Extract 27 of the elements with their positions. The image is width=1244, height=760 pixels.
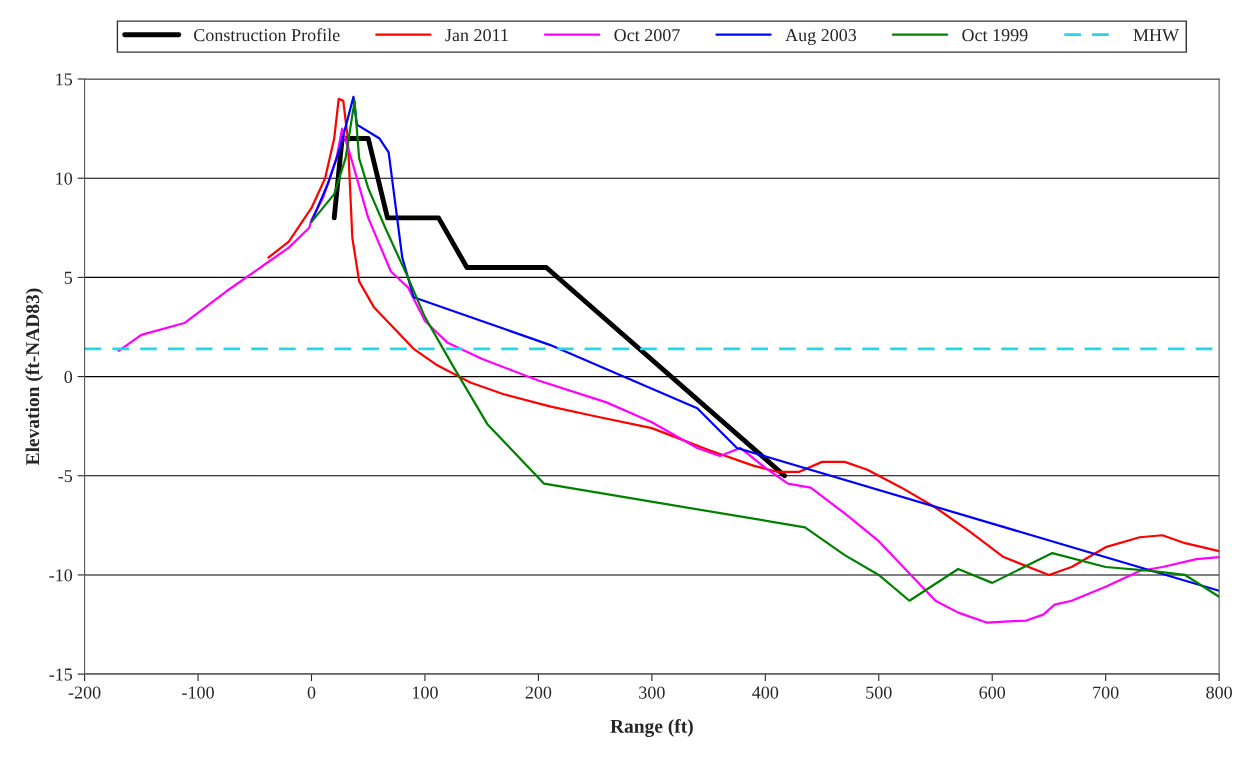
x-tick-label: 0 (307, 686, 316, 699)
x-tick-label: 800 (1206, 686, 1232, 699)
y-tick-label: -10 (49, 569, 73, 582)
legend-label: Construction Profile (194, 28, 340, 42)
legend-label: Aug 2003 (785, 29, 857, 45)
legend-label: Oct 1999 (962, 29, 1028, 42)
x-tick-label: 500 (866, 686, 892, 699)
legend-label: Oct 2007 (614, 29, 680, 42)
x-tick-label: -100 (182, 686, 214, 699)
legend-label: MHW (1133, 29, 1180, 42)
x-tick-label: 300 (639, 686, 665, 699)
line-series (117, 127, 1220, 624)
y-axis-title: Elevation (ft-NAD83) (25, 288, 44, 466)
y-tick-label: -15 (49, 668, 73, 681)
legend-label: Jan 2011 (445, 29, 508, 42)
x-tick-label: 100 (413, 686, 438, 699)
x-tick-label: -200 (68, 686, 101, 699)
y-tick-label: 15 (56, 73, 73, 86)
x-tick-label: 700 (1093, 686, 1119, 699)
x-tick-label: 200 (525, 686, 552, 699)
x-tick-label: 400 (752, 686, 779, 699)
x-axis-title: Range (ft) (610, 718, 693, 737)
y-tick-label: 10 (56, 172, 73, 185)
y-tick-label: 5 (64, 271, 73, 284)
x-tick-label: 600 (979, 686, 1006, 699)
y-tick-label: 0 (64, 370, 73, 384)
y-tick-label: -5 (58, 470, 73, 483)
